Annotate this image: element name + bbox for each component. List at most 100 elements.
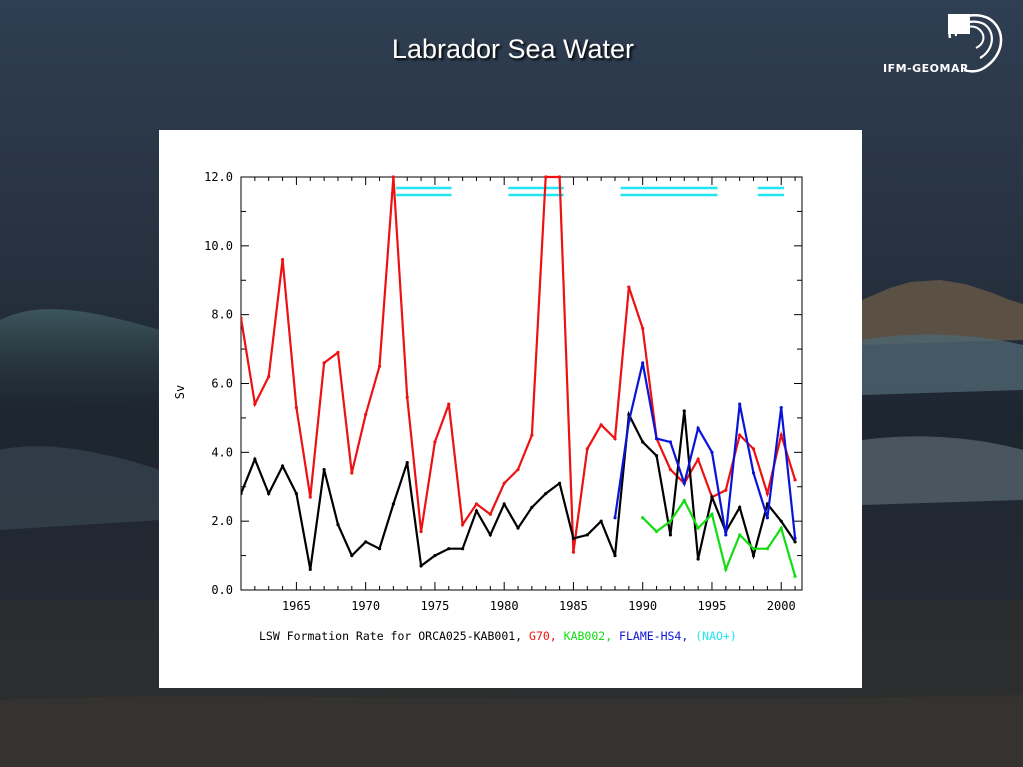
- data-point: [308, 567, 312, 571]
- data-point: [585, 533, 589, 537]
- data-point: [433, 440, 437, 444]
- data-point: [516, 526, 520, 530]
- data-point: [336, 350, 340, 355]
- data-point: [253, 402, 257, 406]
- data-point: [557, 175, 562, 179]
- y-tick-label: 0.0: [211, 583, 233, 597]
- y-tick-label: 10.0: [204, 239, 233, 253]
- data-point: [447, 402, 451, 406]
- data-point: [571, 550, 576, 554]
- data-point: [544, 492, 548, 496]
- caption-part: LSW Formation Rate for ORCA025-KAB001,: [259, 629, 529, 643]
- data-point: [391, 175, 395, 179]
- x-tick-label: 1965: [282, 599, 311, 613]
- data-point: [267, 375, 271, 379]
- data-point: [280, 258, 285, 262]
- data-point: [668, 533, 673, 537]
- data-point: [710, 495, 714, 499]
- x-tick-label: 1985: [559, 599, 588, 613]
- data-point: [738, 533, 742, 537]
- data-point: [654, 454, 659, 458]
- data-point: [350, 471, 354, 475]
- data-point: [241, 492, 243, 496]
- data-point: [322, 361, 326, 365]
- data-point: [668, 467, 673, 472]
- data-point: [668, 519, 673, 523]
- axes-frame: [240, 176, 803, 591]
- data-point: [530, 505, 534, 509]
- data-point: [779, 519, 783, 523]
- data-point: [350, 553, 354, 558]
- data-point: [765, 492, 769, 496]
- data-point: [682, 481, 686, 485]
- data-point: [364, 412, 368, 417]
- data-point: [308, 495, 312, 499]
- data-point: [461, 547, 465, 551]
- data-point: [779, 433, 783, 437]
- caption-part: (NAO+): [695, 629, 737, 643]
- data-point: [502, 481, 506, 485]
- data-point: [751, 447, 756, 451]
- data-point: [682, 409, 686, 413]
- data-point: [751, 547, 756, 551]
- data-point: [641, 361, 645, 365]
- caption-part: G70,: [529, 629, 564, 643]
- data-point: [696, 557, 700, 561]
- data-point: [765, 547, 769, 551]
- data-point: [696, 526, 700, 530]
- caption-part: KAB002,: [564, 629, 619, 643]
- ifm-geomar-logo: [948, 13, 1003, 73]
- data-point: [488, 512, 492, 516]
- data-point: [613, 553, 617, 558]
- data-point: [599, 519, 603, 523]
- data-point: [294, 405, 299, 410]
- lsw-formation-chart: 0.0 2.0 4.0 6.0 8.0 10.0 12.0 1965 1970 1975 1980 1…: [173, 170, 803, 643]
- data-point: [627, 419, 631, 423]
- data-point: [336, 523, 340, 527]
- series-line-flame-hs4: [613, 362, 797, 539]
- data-point: [474, 509, 479, 513]
- data-point: [668, 440, 673, 444]
- data-point: [793, 574, 797, 578]
- data-point: [530, 433, 534, 437]
- data-point: [613, 436, 617, 441]
- data-point: [461, 523, 465, 527]
- data-point: [793, 540, 797, 544]
- data-point: [377, 547, 382, 551]
- x-tick-label: 1995: [698, 599, 727, 613]
- data-point: [779, 405, 783, 410]
- data-point: [557, 481, 562, 485]
- data-point: [641, 440, 645, 444]
- data-point: [779, 526, 783, 530]
- x-tick-label: 1970: [351, 599, 380, 613]
- y-tick-label: 12.0: [204, 170, 233, 184]
- data-point: [253, 457, 257, 461]
- data-point: [280, 464, 285, 468]
- data-point: [488, 533, 492, 537]
- chart-caption: LSW Formation Rate for ORCA025-KAB001, G…: [259, 629, 737, 643]
- y-tick-label: 4.0: [211, 445, 233, 459]
- data-point: [502, 502, 506, 506]
- data-point: [641, 326, 645, 331]
- tick-labels: 0.0 2.0 4.0 6.0 8.0 10.0 12.0 1965 1970 1975 1980 1…: [204, 170, 796, 613]
- data-point: [710, 512, 714, 516]
- data-point: [724, 488, 728, 492]
- data-point: [599, 423, 603, 427]
- data-point: [724, 533, 728, 537]
- data-point: [571, 536, 576, 540]
- series-line-orca025-kab001: [241, 410, 797, 570]
- data-point: [738, 505, 742, 509]
- x-tick-label: 1975: [420, 599, 449, 613]
- data-point: [738, 433, 742, 437]
- data-point: [641, 516, 645, 520]
- data-point: [516, 467, 520, 472]
- data-point: [613, 516, 617, 520]
- y-tick-label: 8.0: [211, 308, 233, 322]
- data-point: [433, 553, 437, 558]
- data-point: [793, 478, 797, 482]
- data-point: [419, 529, 423, 534]
- data-point: [377, 364, 382, 368]
- data-point: [654, 436, 659, 441]
- series-line-kab002: [641, 498, 797, 577]
- data-point: [544, 175, 548, 179]
